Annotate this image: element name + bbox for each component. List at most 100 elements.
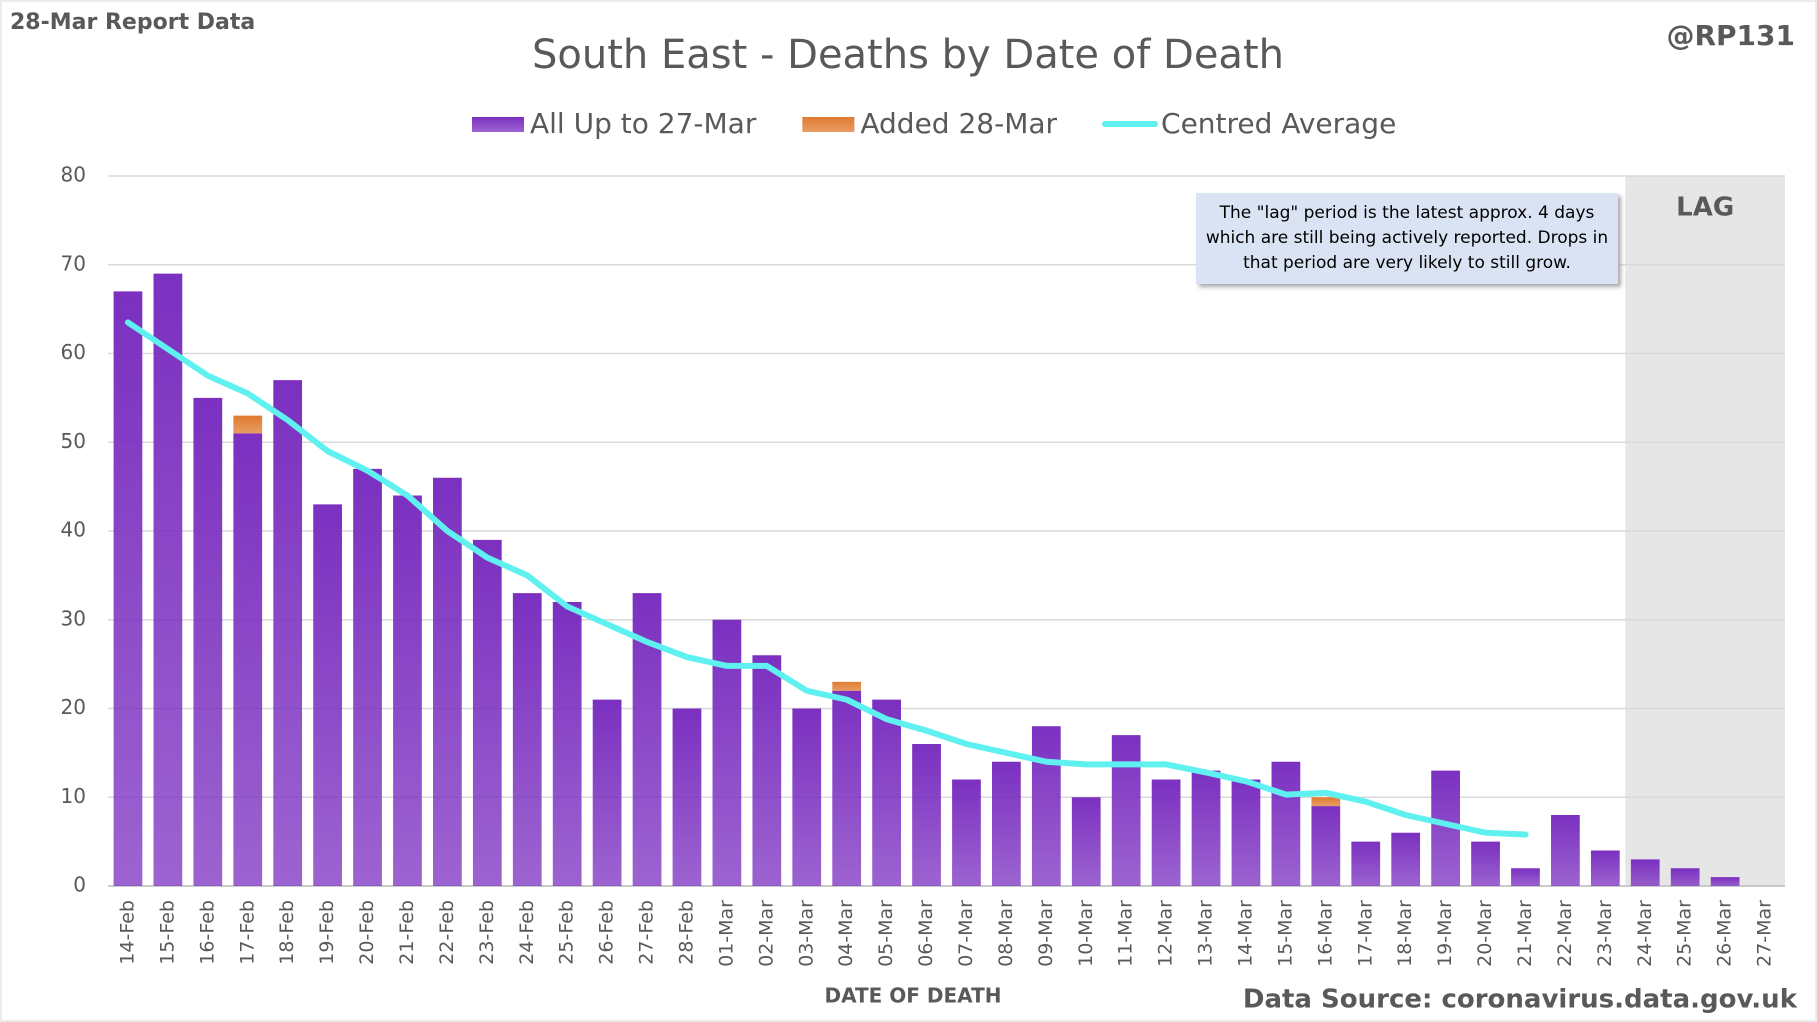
lag-label: LAG xyxy=(1676,193,1734,223)
x-tick-label: 01-Mar xyxy=(715,900,737,967)
bar xyxy=(1111,735,1141,886)
bar xyxy=(233,415,263,434)
x-tick-label: 07-Mar xyxy=(955,900,977,967)
average-line xyxy=(124,319,1529,838)
x-axis-title: DATE OF DEATH xyxy=(825,984,1002,1008)
bar xyxy=(792,708,822,886)
bar xyxy=(832,690,862,886)
source: Data Source: coronavirus.data.gov.uk xyxy=(1243,985,1798,1015)
bar xyxy=(472,539,502,886)
bar xyxy=(433,477,462,886)
legend-swatch xyxy=(472,117,524,132)
y-tick-label: 40 xyxy=(61,518,86,542)
bar xyxy=(1710,877,1740,886)
bar xyxy=(1231,779,1261,886)
legend-label: Added 28-Mar xyxy=(860,107,1057,140)
bar xyxy=(1590,850,1620,886)
bar xyxy=(1471,841,1500,886)
bar xyxy=(1271,761,1301,886)
x-tick-label: 09-Mar xyxy=(1035,900,1057,967)
bar xyxy=(512,593,542,886)
x-tick-label: 03-Mar xyxy=(795,900,817,967)
bar xyxy=(113,291,143,886)
bar xyxy=(752,655,782,886)
bar xyxy=(1031,726,1061,886)
x-tick-label: 17-Feb xyxy=(236,900,258,965)
bar xyxy=(552,602,582,886)
x-tick-label: 16-Mar xyxy=(1314,900,1336,967)
annotation: The "lag" period is the latest approx. 4… xyxy=(1196,193,1618,284)
bar xyxy=(1551,815,1580,886)
x-tick-label: 23-Feb xyxy=(476,900,498,965)
bar xyxy=(952,779,981,886)
handle: @RP131 xyxy=(1666,19,1795,52)
x-tick-label: 18-Mar xyxy=(1394,900,1416,967)
x-tick-label: 11-Mar xyxy=(1115,900,1137,967)
y-tick-label: 50 xyxy=(61,429,86,453)
x-tick-label: 17-Mar xyxy=(1354,900,1376,967)
x-tick-label: 10-Mar xyxy=(1075,900,1097,967)
chart-title: South East - Deaths by Date of Death xyxy=(532,32,1284,78)
bar xyxy=(273,380,303,886)
bar xyxy=(313,504,342,886)
legend-swatch xyxy=(802,117,855,132)
x-tick-label: 06-Mar xyxy=(915,900,937,967)
x-tick-label: 25-Feb xyxy=(556,900,578,965)
x-tick-label: 20-Feb xyxy=(356,900,378,965)
report-label: 28-Mar Report Data xyxy=(10,10,255,35)
x-tick-label: 24-Mar xyxy=(1634,900,1656,967)
y-tick-label: 60 xyxy=(61,340,86,364)
x-tick-label: 27-Mar xyxy=(1754,900,1776,967)
bar xyxy=(1071,797,1101,886)
x-tick-label: 22-Mar xyxy=(1554,900,1576,967)
bar xyxy=(393,495,422,886)
x-tick-label: 26-Mar xyxy=(1714,900,1736,967)
bar xyxy=(872,699,901,886)
bar xyxy=(592,699,622,886)
bar xyxy=(832,681,862,691)
bar xyxy=(233,433,263,886)
bar xyxy=(1630,859,1660,886)
bar xyxy=(1151,779,1181,886)
legend-label: All Up to 27-Mar xyxy=(530,107,757,140)
x-tick-label: 13-Mar xyxy=(1195,900,1217,967)
x-tick-label: 16-Feb xyxy=(196,900,218,965)
bar xyxy=(1351,841,1381,886)
y-tick-label: 80 xyxy=(61,163,86,187)
x-tick-label: 28-Feb xyxy=(675,900,697,965)
bar xyxy=(153,273,183,886)
y-tick-label: 30 xyxy=(61,606,86,630)
bar xyxy=(353,468,382,886)
x-tick-label: 19-Feb xyxy=(316,900,338,965)
y-tick-label: 0 xyxy=(73,873,86,897)
bar xyxy=(992,761,1021,886)
x-tick-label: 08-Mar xyxy=(995,900,1017,967)
x-tick-label: 14-Feb xyxy=(116,900,138,965)
x-tick-label: 04-Mar xyxy=(835,900,857,967)
bar xyxy=(1311,806,1341,886)
x-tick-label: 02-Mar xyxy=(755,900,777,967)
legend-label: Centred Average xyxy=(1161,107,1396,140)
x-tick-label: 23-Mar xyxy=(1594,900,1616,967)
x-tick-label: 22-Feb xyxy=(436,900,458,965)
y-tick-label: 20 xyxy=(61,695,86,719)
y-tick-label: 10 xyxy=(61,784,86,808)
bar xyxy=(1311,797,1341,807)
x-tick-label: 27-Feb xyxy=(636,900,658,965)
x-tick-label: 15-Feb xyxy=(156,900,178,965)
bar xyxy=(672,708,702,886)
x-tick-label: 21-Mar xyxy=(1514,900,1536,967)
x-tick-label: 26-Feb xyxy=(596,900,618,965)
x-tick-label: 14-Mar xyxy=(1234,900,1256,967)
bar xyxy=(1191,770,1221,886)
bar xyxy=(1511,868,1540,886)
x-tick-label: 18-Feb xyxy=(276,900,298,965)
x-tick-label: 05-Mar xyxy=(875,900,897,967)
y-tick-label: 70 xyxy=(61,251,86,275)
bar xyxy=(1670,868,1700,886)
x-tick-label: 20-Mar xyxy=(1474,900,1496,967)
bar xyxy=(912,744,941,886)
